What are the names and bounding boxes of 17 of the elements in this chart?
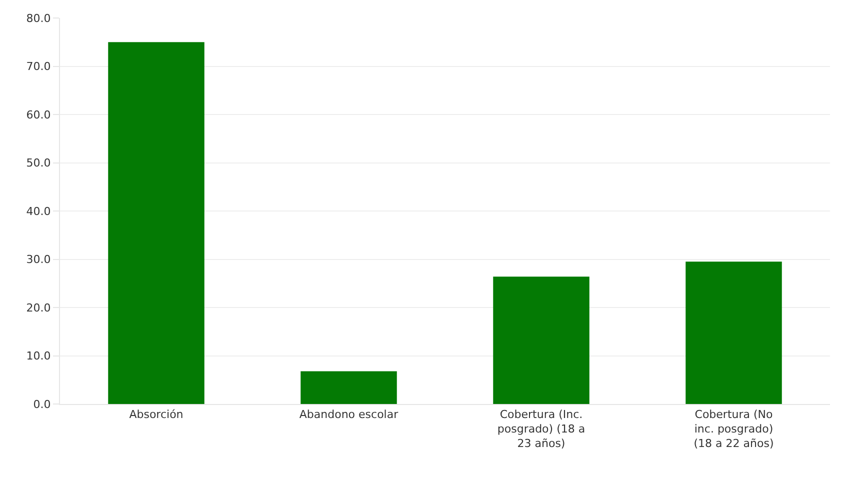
y-tick-label: 40.0 xyxy=(26,204,51,218)
y-tick-label: 50.0 xyxy=(26,156,51,170)
y-tick-label: 10.0 xyxy=(26,350,51,363)
bar xyxy=(300,371,397,404)
y-tick-label: 20.0 xyxy=(26,301,51,314)
x-tick-label: Cobertura (No inc. posgrado) (18 a 22 años) xyxy=(694,408,774,450)
x-tick-label: Abandono escolar xyxy=(299,408,399,422)
y-tick-label: 70.0 xyxy=(26,60,51,74)
y-tick-label: 30.0 xyxy=(26,253,51,266)
x-tick-label: Absorción xyxy=(129,408,184,422)
bar xyxy=(686,262,782,404)
bar xyxy=(108,42,204,404)
x-tick-label: Cobertura (Inc. posgrado) (18 a 23 años) xyxy=(497,408,586,450)
y-tick-label: 80.0 xyxy=(26,12,51,25)
y-tick-label: 0.0 xyxy=(33,398,51,411)
y-tick-label: 60.0 xyxy=(26,108,51,122)
bar xyxy=(493,276,590,404)
